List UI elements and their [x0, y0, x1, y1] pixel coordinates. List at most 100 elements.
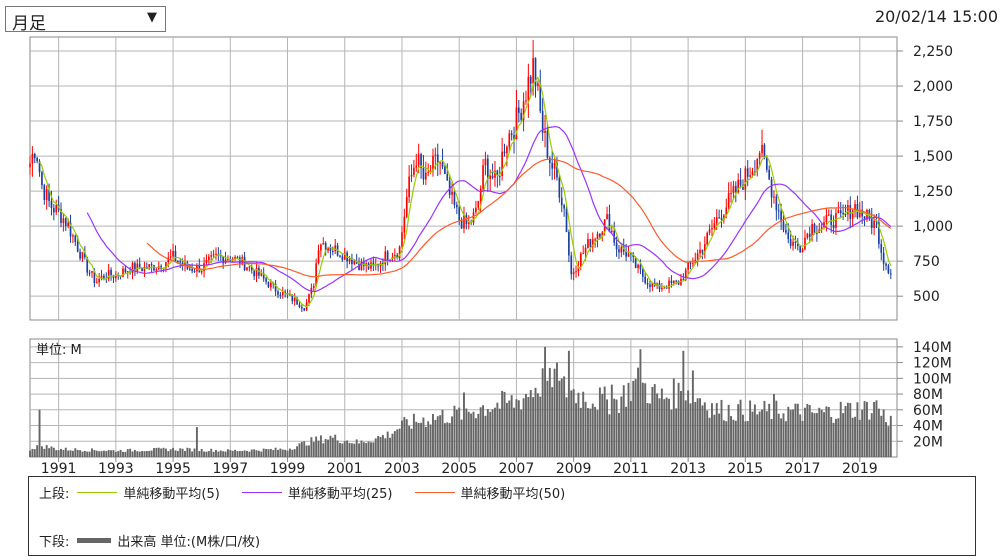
candle-body	[591, 239, 594, 247]
volume-tick-label: 40M	[913, 419, 943, 435]
volume-bar	[38, 409, 41, 457]
volume-bar	[701, 405, 704, 457]
candle-body	[844, 214, 847, 216]
candle-body	[510, 133, 513, 136]
volume-bar	[455, 409, 458, 457]
volume-bar	[191, 451, 194, 457]
volume-bar	[148, 450, 151, 457]
volume-bar	[246, 450, 248, 457]
volume-bar	[653, 384, 656, 457]
candle-body	[737, 179, 740, 193]
candle-body	[839, 210, 842, 213]
volume-bar	[362, 442, 365, 457]
x-tick-label: 2007	[499, 461, 535, 476]
candle-body	[508, 133, 511, 147]
candle-body	[489, 175, 492, 179]
volume-bar	[381, 435, 384, 457]
candle-body	[41, 172, 43, 186]
candle-body	[81, 251, 84, 259]
volume-bar	[520, 409, 523, 457]
volume-tick-label: 120M	[913, 356, 952, 372]
candle-body	[250, 266, 253, 271]
candle-body	[188, 268, 191, 270]
candle-body	[539, 83, 542, 112]
candle-body	[708, 229, 711, 233]
candle-body	[813, 224, 816, 233]
volume-bar	[133, 449, 136, 457]
volume-bar	[167, 451, 170, 457]
price-tick-label: 1,750	[913, 114, 953, 130]
candle-body	[830, 214, 833, 226]
candle-body	[184, 262, 186, 266]
legend-ma25-line	[241, 492, 282, 493]
candle-body	[150, 264, 153, 266]
candle-body	[889, 273, 892, 275]
candle-body	[672, 280, 675, 283]
volume-bar	[117, 451, 120, 457]
volume-bar	[74, 448, 77, 457]
volume-bar	[291, 449, 294, 457]
volume-bar	[215, 450, 217, 457]
candle-body	[563, 205, 565, 209]
x-tick-label: 2011	[613, 461, 649, 476]
volume-bar	[706, 410, 709, 457]
candle-body	[870, 218, 873, 229]
volume-bar	[515, 399, 518, 457]
candle-body	[670, 280, 673, 283]
volume-bar	[141, 451, 144, 457]
volume-bar	[742, 414, 744, 457]
candle-body	[274, 284, 277, 292]
volume-bar	[637, 367, 640, 457]
volume-bar	[761, 409, 763, 457]
candle-body	[169, 256, 172, 258]
volume-bar	[329, 435, 332, 457]
volume-tick-label: 60M	[913, 403, 943, 419]
candle-body	[715, 217, 718, 224]
candle-body	[79, 251, 81, 259]
period-select[interactable]: 月足 ▼	[5, 6, 166, 34]
candle-body	[811, 224, 813, 237]
volume-bar	[386, 431, 389, 457]
price-tick-label: 500	[913, 289, 940, 305]
volume-bar	[792, 409, 794, 457]
volume-bar	[567, 350, 570, 457]
volume-bar	[234, 449, 237, 457]
volume-bar	[737, 404, 740, 457]
candle-body	[861, 209, 864, 217]
volume-bar	[231, 450, 234, 457]
x-tick-label: 2013	[670, 461, 706, 476]
candle-body	[91, 271, 93, 273]
volume-bar	[727, 404, 730, 457]
candle-body	[501, 151, 503, 176]
volume-bar	[863, 400, 866, 457]
candle-body	[832, 225, 835, 228]
volume-bar	[539, 396, 542, 457]
candle-body	[455, 204, 458, 208]
candle-body	[67, 222, 69, 227]
candle-body	[568, 232, 570, 256]
candle-body	[296, 297, 298, 305]
legend-lower-row: 下段: 出来高 単位:(M株/口/枚)	[39, 531, 260, 550]
candle-body	[327, 247, 329, 251]
volume-bar	[164, 448, 167, 457]
volume-bar	[496, 402, 499, 457]
volume-bar	[837, 418, 840, 457]
candle-body	[293, 297, 296, 302]
volume-bar	[720, 399, 723, 457]
candle-body	[62, 218, 65, 223]
price-plot-area	[29, 36, 898, 321]
volume-bar	[651, 386, 654, 457]
candle-body	[451, 191, 453, 195]
candle-body	[627, 253, 630, 257]
volume-bar	[615, 399, 618, 457]
candle-body	[785, 229, 787, 233]
volume-bar	[803, 407, 806, 457]
volume-bar	[174, 450, 177, 457]
candle-body	[434, 154, 437, 156]
volume-bar	[52, 447, 55, 457]
volume-bar	[422, 417, 425, 457]
price-tick-label: 1,500	[913, 149, 953, 165]
volume-bar	[91, 448, 93, 457]
candle-body	[639, 264, 642, 270]
volume-bar	[806, 403, 809, 457]
